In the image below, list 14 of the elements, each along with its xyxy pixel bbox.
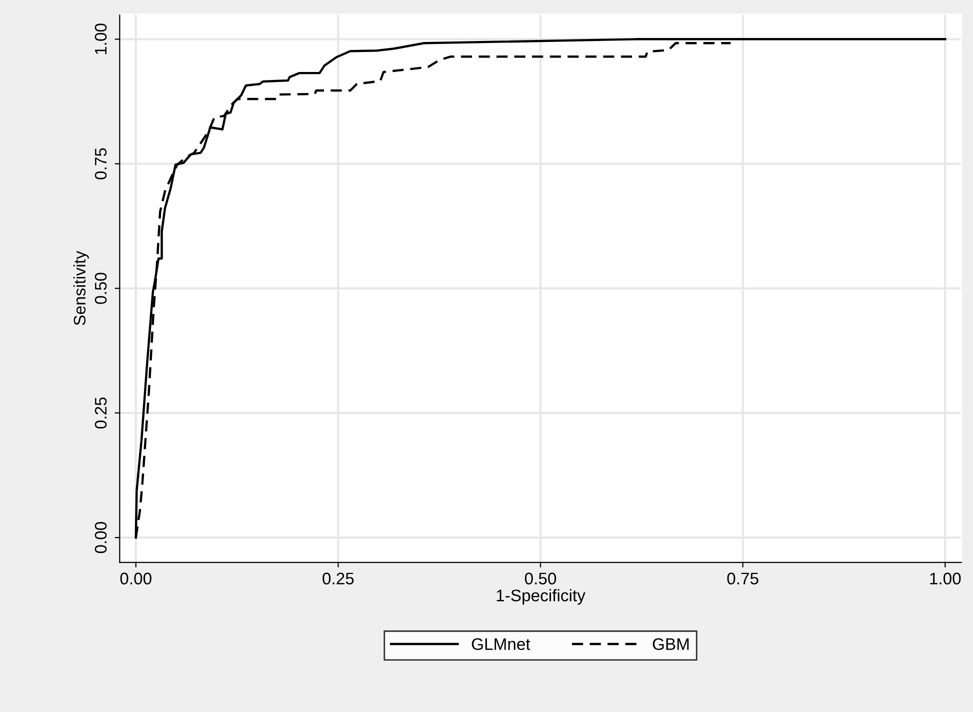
x-tick-label: 0.00 (120, 572, 152, 584)
x-axis-title: 1-Specificity (496, 589, 586, 605)
y-tick-label: 0.00 (94, 522, 107, 554)
legend-label: GLMnet (472, 638, 530, 650)
legend-label: GBM (652, 638, 689, 650)
x-tick-label: 0.75 (727, 572, 758, 584)
y-tick-label: 0.25 (94, 397, 107, 429)
y-tick-label: 1.00 (94, 24, 107, 54)
x-tick-label: 0.25 (322, 572, 354, 584)
x-tick-label: 0.50 (524, 572, 556, 584)
y-tick-label: 0.50 (94, 272, 107, 304)
x-tick-label: 1.00 (930, 572, 961, 584)
y-tick-label: 0.75 (94, 148, 107, 180)
y-axis-title: Sensitivity (73, 250, 89, 326)
